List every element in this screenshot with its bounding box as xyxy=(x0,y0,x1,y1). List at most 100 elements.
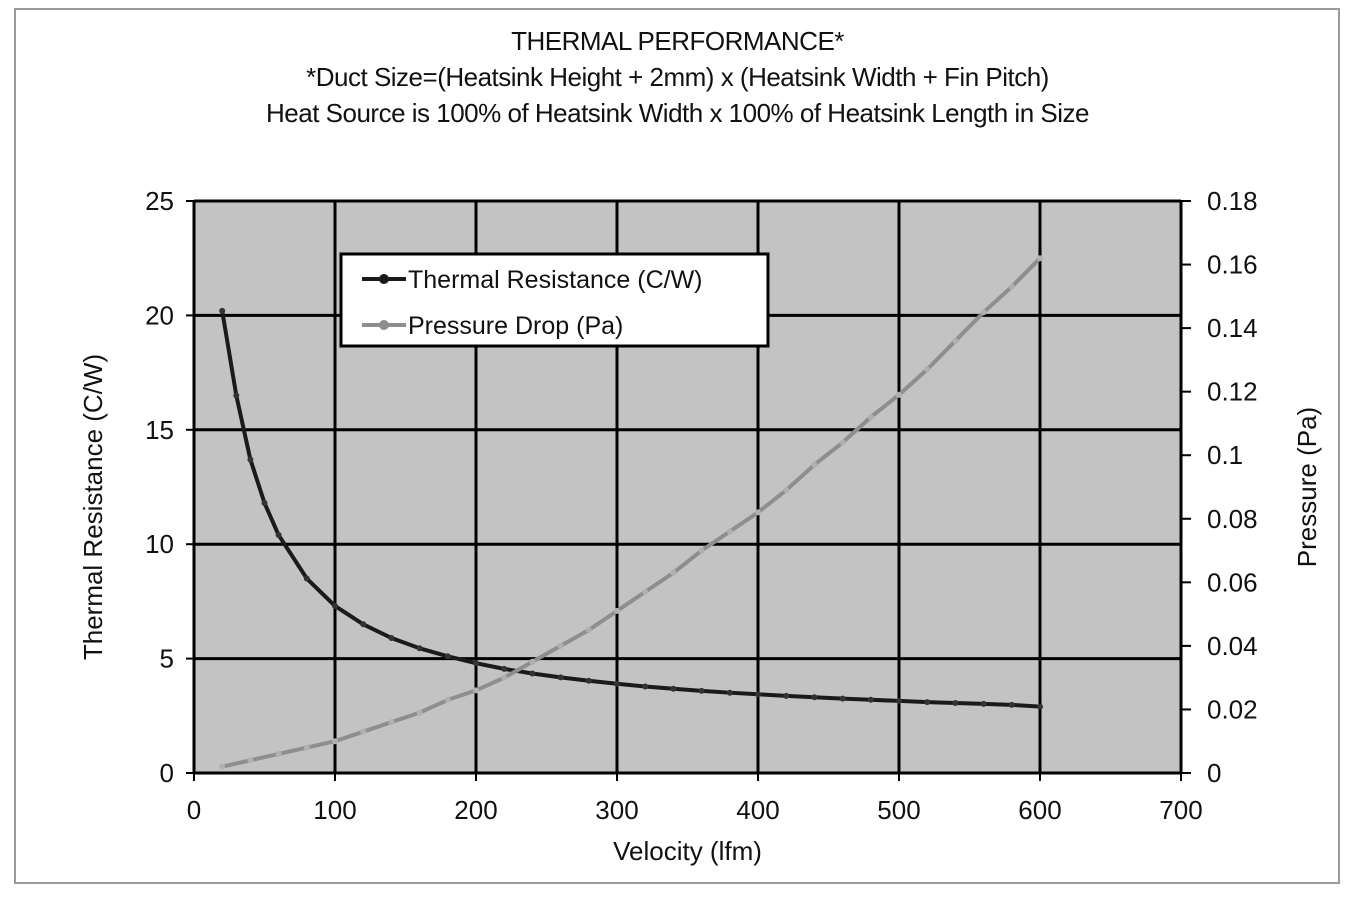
y2-tick-label: 0.14 xyxy=(1207,313,1258,343)
pressure-drop-point xyxy=(1037,255,1043,262)
thermal-resistance-point xyxy=(247,456,254,463)
legend-box xyxy=(339,252,770,348)
x-tick-label: 0 xyxy=(187,795,201,825)
thermal-resistance-point xyxy=(867,696,874,703)
pressure-drop-point xyxy=(783,487,790,494)
thermal-resistance-point xyxy=(1037,703,1043,710)
y-tick-label: 15 xyxy=(145,415,174,445)
y2-tick-label: 0.12 xyxy=(1207,377,1258,407)
thermal-resistance-point xyxy=(332,602,338,609)
x-tick-label: 700 xyxy=(1159,795,1202,825)
chart-subtitle-line-1: *Duct Size=(Heatsink Height + 2mm) x (He… xyxy=(306,62,1049,92)
pressure-drop-point xyxy=(388,719,395,726)
y-tick-label: 0 xyxy=(160,758,174,788)
thermal-resistance-point xyxy=(261,500,268,507)
thermal-resistance-point xyxy=(670,685,677,692)
x-axis-title: Velocity (lfm) xyxy=(613,836,762,866)
x-tick-label: 400 xyxy=(736,795,779,825)
x-tick-label: 500 xyxy=(877,795,920,825)
legend-pressure-label: Pressure Drop (Pa) xyxy=(408,312,623,340)
thermal-resistance-point xyxy=(444,653,451,660)
x-tick-label: 300 xyxy=(595,795,638,825)
thermal-resistance-point xyxy=(360,621,367,628)
thermal-resistance-point xyxy=(416,645,423,652)
thermal-resistance-point xyxy=(529,670,536,677)
thermal-resistance-point xyxy=(952,699,959,706)
thermal-resistance-line xyxy=(220,310,1041,709)
pressure-drop-point xyxy=(473,687,479,694)
thermal-resistance-point xyxy=(924,699,931,706)
pressure-drop-point xyxy=(670,569,677,576)
pressure-drop-point xyxy=(896,391,902,398)
pressure-drop-point xyxy=(219,763,226,770)
pressure-drop-point xyxy=(952,337,959,344)
thermal-resistance-point xyxy=(233,392,240,399)
y-tick-label: 10 xyxy=(145,529,174,559)
pressure-drop-point xyxy=(698,547,705,554)
pressure-drop-point xyxy=(529,658,536,665)
x-tick-label: 100 xyxy=(313,795,356,825)
y2-tick-label: 0.16 xyxy=(1207,250,1258,280)
thermal-resistance-point xyxy=(896,697,902,704)
thermal-resistance-point xyxy=(473,660,479,667)
y2-tick-label: 0.02 xyxy=(1207,694,1258,724)
pressure-drop-point xyxy=(614,607,620,614)
pressure-drop-point xyxy=(247,757,254,764)
pressure-drop-point xyxy=(755,509,761,516)
pressure-drop-point xyxy=(416,709,423,716)
pressure-drop-point xyxy=(275,750,282,757)
legend-thermal-marker xyxy=(379,274,389,284)
y2-axis-title: Pressure (Pa) xyxy=(1292,407,1322,567)
pressure-drop-point xyxy=(360,728,367,735)
pressure-drop-point xyxy=(1008,283,1015,290)
pressure-drop-point xyxy=(924,366,931,373)
thermal-resistance-point xyxy=(755,691,761,698)
pressure-drop-point xyxy=(557,642,564,649)
y-axis-title: Thermal Resistance (C/W) xyxy=(78,354,108,660)
y2-tick-label: 0.04 xyxy=(1207,631,1258,661)
legend-thermal-label: Thermal Resistance (C/W) xyxy=(408,266,703,294)
pressure-drop-point xyxy=(867,414,874,421)
thermal-resistance-point xyxy=(219,307,226,314)
chart-subtitle-line-2: Heat Source is 100% of Heatsink Width x … xyxy=(266,98,1089,128)
thermal-resistance-point xyxy=(303,575,310,582)
y2-tick-label: 0.08 xyxy=(1207,504,1258,534)
thermal-resistance-point xyxy=(585,677,592,684)
thermal-resistance-point xyxy=(501,665,508,672)
pressure-drop-point xyxy=(303,744,310,751)
pressure-drop-point xyxy=(332,738,338,745)
y2-tick-label: 0.06 xyxy=(1207,567,1258,597)
thermal-resistance-point xyxy=(726,689,733,696)
pressure-drop-point xyxy=(839,439,846,446)
legend-pressure-marker xyxy=(379,320,389,330)
pressure-drop-point xyxy=(980,309,987,316)
legend: Thermal Resistance (C/W) Pressure Drop (P… xyxy=(339,252,770,348)
pressure-drop-point xyxy=(642,588,649,595)
thermal-resistance-point xyxy=(642,683,649,690)
y-tick-label: 20 xyxy=(145,300,174,330)
pressure-drop-line xyxy=(221,256,1042,769)
thermal-resistance-point xyxy=(811,694,818,701)
y2-tick-label: 0.1 xyxy=(1207,440,1243,470)
thermal-resistance-point xyxy=(783,692,790,699)
pressure-drop-point xyxy=(444,696,451,703)
x-tick-label: 200 xyxy=(454,795,497,825)
thermal-resistance-point xyxy=(980,700,987,707)
y2-tick-label: 0 xyxy=(1207,758,1221,788)
pressure-drop-point xyxy=(501,674,508,681)
thermal-resistance-point xyxy=(698,687,705,694)
y2-tick-label: 0.18 xyxy=(1207,186,1258,216)
thermal-resistance-point xyxy=(1008,701,1015,708)
thermal-resistance-point xyxy=(557,674,564,681)
x-tick-label: 600 xyxy=(1018,795,1061,825)
pressure-drop-point xyxy=(726,528,733,535)
thermal-resistance-point xyxy=(614,680,620,687)
thermal-resistance-point xyxy=(388,635,395,642)
pressure-drop-point xyxy=(811,461,818,468)
chart-title: THERMAL PERFORMANCE* xyxy=(511,26,844,56)
y-tick-label: 25 xyxy=(145,186,174,216)
thermal-resistance-point xyxy=(275,532,282,539)
y-tick-label: 5 xyxy=(160,644,174,674)
thermal-resistance-point xyxy=(839,695,846,702)
